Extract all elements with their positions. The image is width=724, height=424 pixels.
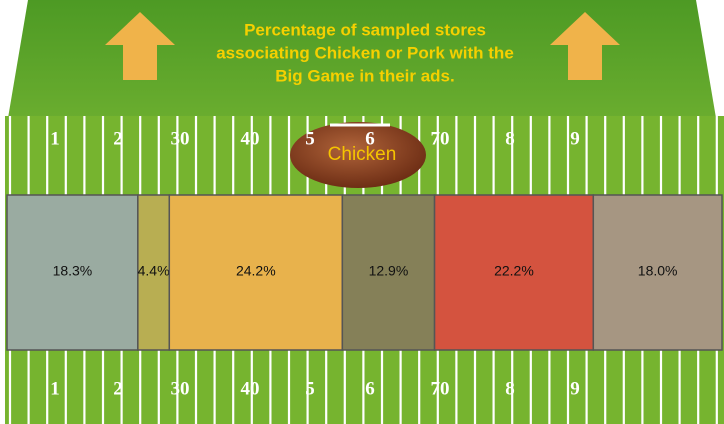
yard-number: 40 — [241, 128, 260, 149]
yard-number: 8 — [505, 128, 515, 149]
bar-segment — [433, 194, 595, 351]
bar-segment — [341, 194, 436, 351]
yard-number: 2 — [113, 378, 123, 399]
yard-number: 1 — [50, 378, 60, 399]
yard-number: 1 — [50, 128, 60, 149]
value-label: 22.2% — [494, 263, 534, 279]
yard-number: 40 — [241, 378, 260, 399]
yard-number: 8 — [505, 378, 515, 399]
bar-segment — [168, 194, 344, 351]
yard-number: 70 — [431, 378, 450, 399]
value-label: 18.3% — [53, 263, 93, 279]
bar-segment — [6, 194, 139, 351]
arrow-left — [105, 12, 175, 80]
value-label: 4.4% — [138, 263, 170, 279]
yard-number: 2 — [113, 128, 123, 149]
yard-number: 6 — [365, 128, 375, 149]
arrow-right — [550, 12, 620, 80]
value-label: 24.2% — [236, 263, 276, 279]
header-panel — [8, 0, 716, 118]
title-line: Big Game in their ads. — [275, 66, 455, 85]
football-body — [290, 122, 426, 188]
yard-number: 5 — [305, 378, 315, 399]
bar-group: 18.3% 4.4% 24.2% 12.9% 22.2% 18.0% — [6, 194, 723, 351]
title-line: Percentage of sampled stores — [244, 20, 486, 39]
yard-number: 6 — [365, 378, 375, 399]
value-label: 12.9% — [369, 263, 409, 279]
football: Chicken — [290, 122, 426, 188]
title-line: associating Chicken or Pork with the — [216, 43, 514, 62]
yard-number: 9 — [570, 128, 580, 149]
yard-number: 30 — [171, 378, 190, 399]
yard-number: 70 — [431, 128, 450, 149]
yard-number: 5 — [305, 128, 315, 149]
football-label: Chicken — [328, 144, 397, 165]
bar-segment — [137, 194, 171, 351]
yard-number: 9 — [570, 378, 580, 399]
bar-segment — [592, 194, 723, 351]
value-label: 18.0% — [638, 263, 678, 279]
yard-number: 30 — [171, 128, 190, 149]
